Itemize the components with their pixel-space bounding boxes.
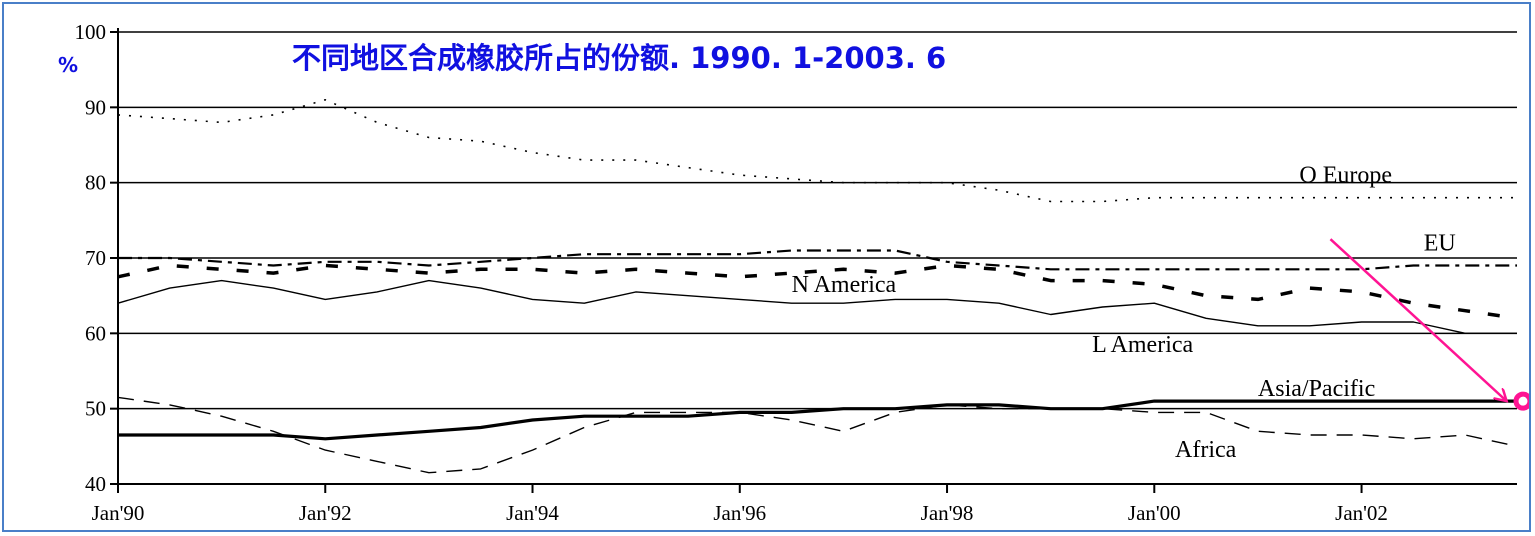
series-line-africa — [117, 396, 1518, 474]
x-tick-label-6: Jan'02 — [1335, 501, 1388, 525]
highlight-marker — [1513, 391, 1529, 411]
x-tick-label-5: Jan'00 — [1128, 501, 1181, 525]
chart-title: 不同地区合成橡胶所占的份额. 1990. 1-2003. 6 — [292, 41, 946, 75]
series-label-asia-pacific: Asia/Pacific — [1258, 376, 1375, 402]
series-label-eu: EU — [1424, 230, 1456, 256]
highlight-arrow — [1329, 238, 1506, 401]
series-line-l-america — [117, 279, 1517, 334]
x-tick-label-4: Jan'98 — [921, 501, 974, 525]
axes: 40 50 60 70 80 90 100 Jan'90 Jan'92 Jan'94 Jan'96 J… — [75, 20, 1517, 525]
y-tick-label-90: 90 — [85, 95, 106, 119]
y-tick-label-50: 50 — [85, 397, 106, 421]
y-tick-label-40: 40 — [85, 472, 106, 496]
series-label-n-america: N America — [792, 272, 897, 298]
y-unit-label: % — [58, 53, 78, 77]
series-line-eu — [117, 263, 1518, 321]
series-line-asia-pacific — [118, 399, 1517, 441]
x-tick-label-1: Jan'92 — [299, 501, 352, 525]
gridlines — [118, 31, 1517, 410]
y-tick-label-70: 70 — [85, 246, 106, 270]
series-lines — [117, 99, 1518, 474]
highlight-annotation — [1329, 238, 1529, 411]
y-tick-label-80: 80 — [85, 171, 106, 195]
line-chart: 40 50 60 70 80 90 100 Jan'90 Jan'92 Jan'94 Jan'96 J… — [58, 20, 1529, 525]
y-tick-label-60: 60 — [85, 321, 106, 345]
y-tick-label-100: 100 — [75, 20, 107, 44]
x-tick-label-3: Jan'96 — [713, 501, 766, 525]
series-label-africa: Africa — [1175, 437, 1237, 463]
x-tick-label-0: Jan'90 — [92, 501, 145, 525]
series-label-l-america: L America — [1092, 332, 1193, 358]
x-tick-label-2: Jan'94 — [506, 501, 559, 525]
series-label-o-europe: O Europe — [1299, 163, 1392, 189]
series-labels: O Europe EU N America L America Asia/Pacific… — [792, 163, 1456, 463]
series-line-n-america — [118, 249, 1517, 271]
